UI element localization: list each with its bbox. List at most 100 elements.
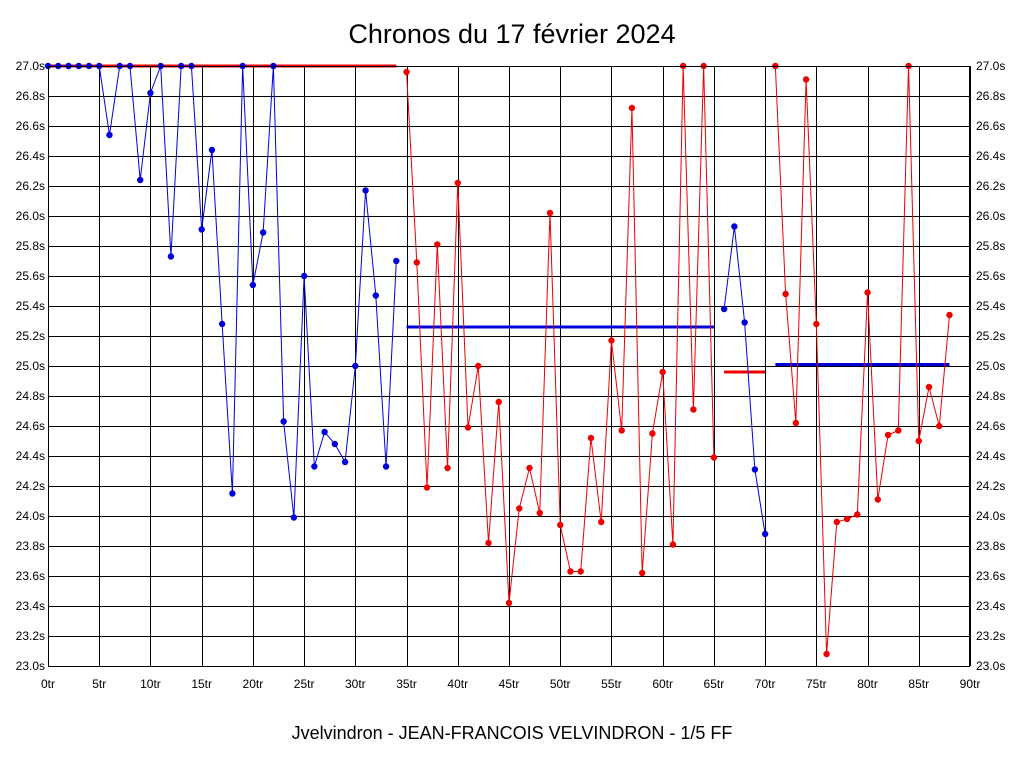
chart-title: Chronos du 17 février 2024: [348, 19, 675, 49]
y-tick-label-left: 24.2s: [16, 479, 45, 493]
y-tick-label-right: 25.8s: [976, 239, 1005, 253]
y-tick-label-right: 25.2s: [976, 329, 1005, 343]
data-point: [792, 419, 800, 427]
y-tick-label-left: 23.4s: [16, 599, 45, 613]
chart-subtitle: Jvelvindron - JEAN-FRANCOIS VELVINDRON -…: [292, 723, 733, 743]
y-tick-label-right: 25.6s: [976, 269, 1005, 283]
y-tick-label-left: 24.0s: [16, 509, 45, 523]
y-tick-label-left: 23.6s: [16, 569, 45, 583]
data-point: [434, 241, 441, 248]
y-tick-label-right: 25.0s: [976, 359, 1005, 373]
y-tick-label-left: 25.8s: [16, 239, 45, 253]
data-point: [352, 362, 359, 370]
data-point: [833, 518, 841, 526]
data-point: [536, 509, 543, 517]
data-point: [137, 176, 144, 184]
x-tick-label: 45tr: [499, 677, 520, 691]
data-point: [802, 76, 810, 83]
y-tick-label-left: 24.4s: [16, 449, 45, 463]
x-tick-label: 70tr: [755, 677, 776, 691]
data-point: [638, 569, 646, 577]
y-tick-label-right: 24.0s: [976, 509, 1005, 523]
y-tick-label-right: 24.4s: [976, 449, 1005, 463]
data-point: [843, 515, 851, 523]
y-tick-label-right: 23.8s: [976, 539, 1005, 553]
data-point: [495, 398, 502, 406]
x-tick-label: 65tr: [704, 677, 725, 691]
x-tick-label: 0tr: [41, 677, 55, 691]
data-point: [454, 179, 461, 187]
data-point: [290, 514, 298, 521]
data-point: [884, 431, 892, 439]
data-point: [567, 568, 574, 575]
data-point: [608, 337, 615, 344]
y-tick-label-right: 27.0s: [976, 59, 1005, 73]
data-point: [505, 599, 513, 607]
data-point: [403, 68, 410, 76]
y-tick-label-right: 26.4s: [976, 149, 1005, 163]
data-point: [598, 518, 605, 526]
data-point: [341, 458, 349, 466]
data-point: [751, 466, 759, 473]
data-point: [444, 464, 451, 472]
y-tick-label-left: 24.8s: [16, 389, 45, 403]
x-tick-label: 75tr: [806, 677, 827, 691]
y-axis-left-tick-labels: 23.0s 23.2s 23.4s 23.6s 23.8s 24.0s 24.2s 24.4s…: [16, 59, 45, 673]
data-point: [321, 428, 328, 436]
data-point: [259, 229, 267, 236]
data-point: [372, 292, 380, 299]
data-point: [198, 226, 205, 233]
y-tick-label-right: 24.8s: [976, 389, 1005, 403]
y-tick-label-left: 26.4s: [16, 149, 45, 163]
data-point: [710, 454, 718, 461]
data-point: [423, 484, 431, 491]
x-tick-label: 20tr: [243, 677, 264, 691]
data-point: [464, 424, 472, 431]
data-point: [147, 89, 154, 97]
y-tick-label-right: 26.2s: [976, 179, 1005, 193]
x-tick-label: 30tr: [345, 677, 366, 691]
y-tick-label-left: 24.6s: [16, 419, 45, 433]
y-tick-label-left: 25.0s: [16, 359, 45, 373]
y-tick-label-left: 26.8s: [16, 89, 45, 103]
x-tick-label: 90tr: [960, 677, 981, 691]
y-axis-right-tick-labels: 23.0s 23.2s 23.4s 23.6s 23.8s 24.0s 24.2s 24.4s…: [976, 59, 1005, 673]
data-point: [413, 259, 420, 266]
data-point: [485, 539, 492, 547]
y-tick-label-left: 23.2s: [16, 629, 45, 643]
x-tick-label: 60tr: [652, 677, 673, 691]
x-tick-label: 80tr: [857, 677, 878, 691]
y-tick-label-left: 23.0s: [16, 659, 45, 673]
data-point: [393, 257, 400, 265]
data-point: [864, 289, 871, 296]
data-point: [167, 253, 175, 260]
data-points: [44, 62, 953, 658]
x-tick-label: 50tr: [550, 677, 571, 691]
data-point: [382, 463, 390, 470]
x-tick-label: 85tr: [908, 677, 929, 691]
data-point: [915, 437, 922, 445]
data-point: [874, 496, 881, 503]
y-tick-label-left: 26.6s: [16, 119, 45, 133]
data-point: [546, 209, 554, 217]
data-point: [813, 320, 820, 328]
data-point: [895, 427, 902, 434]
data-point: [229, 490, 236, 497]
data-point: [577, 568, 584, 575]
y-tick-label-right: 26.0s: [976, 209, 1005, 223]
series-line: [774, 65, 951, 655]
data-point: [106, 131, 113, 139]
data-point: [782, 290, 789, 298]
data-point: [659, 368, 666, 376]
data-point: [331, 440, 339, 448]
data-point: [669, 541, 677, 548]
y-tick-label-left: 25.4s: [16, 299, 45, 313]
y-tick-label-right: 23.2s: [976, 629, 1005, 643]
data-point: [557, 521, 564, 529]
x-tick-label: 55tr: [601, 677, 622, 691]
data-point: [741, 319, 748, 326]
y-tick-label-right: 24.2s: [976, 479, 1005, 493]
data-point: [362, 187, 369, 194]
